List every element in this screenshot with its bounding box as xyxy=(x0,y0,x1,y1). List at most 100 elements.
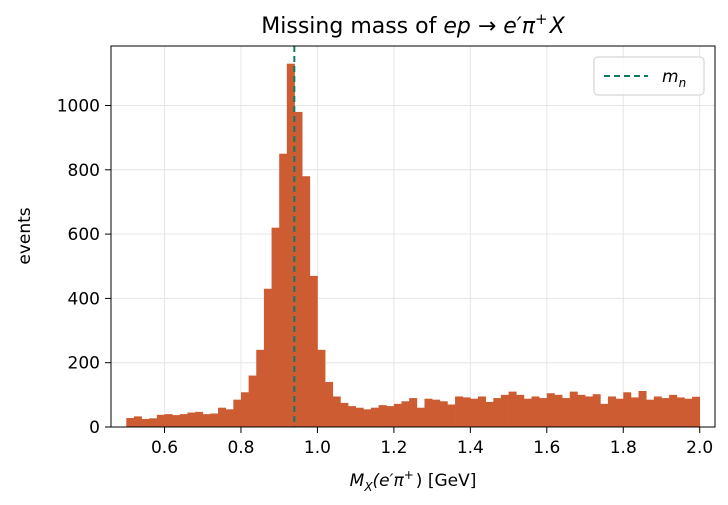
y-tick-label: 1000 xyxy=(57,96,100,116)
histogram-bar xyxy=(302,176,311,427)
histogram-bar xyxy=(294,111,303,428)
histogram-bar xyxy=(409,398,418,427)
histogram-bar xyxy=(309,275,318,427)
histogram-bars xyxy=(126,63,701,428)
x-tick-label: 0.8 xyxy=(227,438,254,458)
histogram-bar xyxy=(531,396,540,427)
histogram-bar xyxy=(562,398,571,427)
histogram-bar xyxy=(271,227,280,427)
histogram-bar xyxy=(248,375,257,427)
legend-label: mn xyxy=(662,67,686,90)
legend: mn xyxy=(593,56,705,96)
histogram-bar xyxy=(218,407,227,427)
histogram-bar xyxy=(126,417,135,427)
histogram-bar xyxy=(279,153,288,427)
histogram-bar xyxy=(592,394,601,427)
histogram-bar xyxy=(684,398,693,427)
histogram-bar xyxy=(508,391,517,427)
x-tick-label: 1.6 xyxy=(533,438,560,458)
y-tick-label: 600 xyxy=(68,225,100,245)
histogram-bar xyxy=(133,416,142,427)
x-tick-label: 2.0 xyxy=(686,438,713,458)
x-tick-label: 1.8 xyxy=(610,438,637,458)
histogram-bar xyxy=(340,402,349,427)
histogram-bar xyxy=(470,398,479,427)
x-tick-label: 1.2 xyxy=(380,438,407,458)
histogram-bar xyxy=(263,288,272,427)
histogram-bar xyxy=(210,413,219,427)
grid-lines xyxy=(111,46,715,428)
y-tick-label: 0 xyxy=(89,418,100,438)
histogram-bar xyxy=(539,398,548,427)
histogram-bar xyxy=(623,392,632,427)
y-tick-label: 800 xyxy=(68,161,100,181)
histogram-bar xyxy=(676,397,685,427)
histogram-bar xyxy=(393,403,402,427)
histogram-bar xyxy=(141,418,150,427)
plot-frame xyxy=(110,45,716,428)
histogram-bar xyxy=(233,399,242,427)
histogram-bar xyxy=(317,349,326,427)
histogram-bar xyxy=(286,63,295,428)
histogram-bar xyxy=(149,418,158,427)
histogram-bar xyxy=(546,393,555,427)
histogram-bar xyxy=(585,396,594,427)
x-tick-label: 1.4 xyxy=(457,438,484,458)
histogram-bar xyxy=(600,403,609,427)
chart-title: Missing mass of ep → e′π+X xyxy=(261,10,565,39)
histogram-bar xyxy=(447,404,456,427)
histogram-bar xyxy=(225,409,234,427)
histogram-bar xyxy=(432,399,441,427)
histogram-bar xyxy=(500,394,509,427)
y-axis-ticks: 0 200 400 600 800 1000 xyxy=(57,96,111,438)
histogram-bar xyxy=(669,394,678,427)
x-tick-label: 1.0 xyxy=(304,438,331,458)
histogram-bar xyxy=(164,414,173,427)
histogram-bar xyxy=(386,406,395,427)
histogram-bar xyxy=(630,397,639,427)
histogram-bar xyxy=(240,392,249,427)
histogram-bar xyxy=(692,396,701,427)
histogram-bar xyxy=(516,394,525,427)
histogram-bar xyxy=(348,406,357,427)
histogram-bar xyxy=(156,414,165,427)
histogram-bar xyxy=(401,401,410,427)
histogram-bar xyxy=(569,391,578,427)
y-axis-label: events xyxy=(15,207,35,264)
legend-box xyxy=(593,56,705,96)
y-tick-label: 200 xyxy=(68,354,100,374)
histogram-bar xyxy=(256,349,265,427)
x-axis-label: MX(e′π+) [GeV] xyxy=(350,468,477,494)
histogram-bar xyxy=(332,396,341,427)
histogram-bar xyxy=(607,396,616,427)
histogram-bar xyxy=(325,381,334,427)
histogram-bar xyxy=(554,394,563,427)
histogram-bar xyxy=(187,412,196,427)
histogram-bar xyxy=(477,396,486,427)
histogram-bar xyxy=(653,396,662,427)
histogram-bar xyxy=(615,398,624,427)
histogram-bar xyxy=(202,414,211,427)
histogram-bar xyxy=(355,407,364,427)
histogram-bar xyxy=(577,394,586,427)
histogram-bar xyxy=(638,390,647,427)
histogram-bar xyxy=(462,397,471,427)
y-tick-label: 400 xyxy=(68,289,100,309)
histogram-bar xyxy=(455,396,464,427)
histogram-bar xyxy=(416,407,425,427)
histogram-bar xyxy=(485,401,494,427)
histogram-bar xyxy=(363,409,372,427)
histogram-bar xyxy=(370,407,379,427)
histogram-bar xyxy=(424,398,433,427)
x-axis-ticks: 0.6 0.8 1.0 1.2 1.4 1.6 1.8 2.0 xyxy=(151,427,713,458)
histogram-bar xyxy=(172,415,181,427)
histogram-bar xyxy=(179,414,188,427)
histogram-bar xyxy=(661,398,670,427)
histogram-bar xyxy=(646,399,655,427)
x-tick-label: 0.6 xyxy=(151,438,178,458)
histogram-bar xyxy=(493,398,502,427)
histogram-bar xyxy=(523,398,532,427)
histogram-bar xyxy=(195,411,204,427)
histogram-bar xyxy=(439,401,448,427)
